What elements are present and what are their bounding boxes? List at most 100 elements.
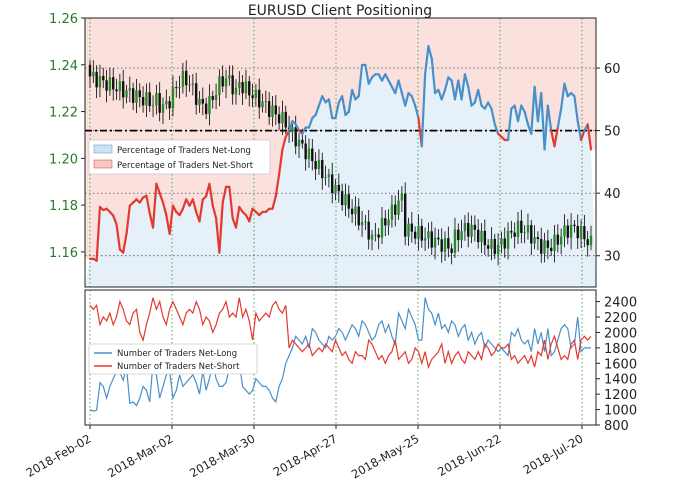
candle-body: [384, 218, 387, 226]
candle-body: [413, 231, 417, 239]
candle-body: [480, 230, 483, 243]
y-right-tick-label: 40: [604, 187, 621, 202]
candle-body: [284, 111, 287, 128]
positioning-point: [553, 126, 559, 148]
candle-body: [374, 234, 377, 236]
positioning-point: [543, 104, 549, 151]
legend-box: [88, 139, 271, 175]
price-candles: [88, 60, 593, 266]
candle-body: [579, 226, 583, 239]
positioning-point: [294, 123, 301, 132]
candle-body: [92, 71, 95, 77]
candle-body: [486, 245, 490, 249]
candle-body: [380, 218, 384, 238]
candle-body: [281, 111, 284, 124]
candle-body: [188, 84, 191, 86]
candle-body: [364, 221, 367, 223]
candle-body: [165, 101, 168, 105]
candle-body: [510, 230, 513, 233]
y-left-tick-label: 1.24: [49, 59, 78, 74]
positioning-point: [523, 110, 530, 126]
y-bottom-tick-label: 2000: [604, 326, 637, 341]
candle-body: [394, 204, 397, 215]
candle-body: [516, 220, 520, 237]
positioning-point: [556, 107, 563, 129]
positioning-point: [573, 95, 579, 123]
candle-body: [264, 101, 268, 103]
candle-body: [463, 222, 467, 232]
candle-body: [158, 93, 161, 113]
traders-short-line: [89, 297, 592, 370]
y-bottom-tick-label: 2400: [604, 296, 637, 311]
positioning-point: [460, 73, 467, 101]
legend-swatch-short: [93, 159, 113, 169]
y-bottom-tick-label: 1200: [604, 388, 637, 403]
candle-body: [503, 238, 506, 249]
candle-body: [198, 98, 201, 105]
candle-body: [105, 80, 108, 91]
candle-body: [506, 230, 510, 249]
positioning-point: [122, 232, 128, 254]
positioning-point: [115, 223, 121, 251]
candle-body: [121, 81, 125, 98]
candle-body: [536, 237, 540, 240]
candle-body: [277, 114, 281, 124]
positioning-point: [347, 88, 354, 113]
positioning-point: [284, 129, 291, 138]
candle-body: [350, 208, 354, 215]
candle-body: [307, 148, 311, 160]
candle-body: [301, 139, 304, 144]
positioning-point: [520, 104, 526, 113]
top-legend: Percentage of Traders Net-Long Percentage…: [88, 139, 271, 175]
positioning-point: [317, 95, 324, 107]
candle-body: [483, 230, 487, 246]
candle-body: [467, 222, 470, 237]
candle-body: [490, 238, 493, 249]
candle-body: [583, 226, 586, 240]
positioning-point: [307, 116, 314, 129]
candle-body: [175, 87, 178, 89]
y-right-tick-label: 60: [604, 62, 621, 77]
candle-body: [470, 224, 473, 237]
positioning-point: [364, 63, 370, 85]
candle-body: [234, 87, 238, 95]
candle-body: [559, 236, 563, 245]
positioning-point: [158, 192, 165, 204]
candle-body: [334, 184, 337, 194]
candle-body: [573, 224, 576, 227]
candle-body: [520, 220, 523, 233]
legend-label-short: Percentage of Traders Net-Short: [117, 161, 254, 171]
positioning-point: [506, 107, 513, 142]
candle-body: [403, 193, 407, 237]
candle-body: [224, 78, 228, 87]
positioning-point: [211, 204, 218, 220]
candle-body: [138, 90, 141, 98]
candle-body: [254, 89, 258, 98]
candle-body: [194, 83, 198, 105]
candle-body: [437, 237, 440, 240]
candle-body: [377, 234, 380, 238]
positioning-point: [321, 95, 327, 104]
positioning-point: [533, 85, 540, 123]
candle-body: [261, 101, 264, 108]
candle-body: [354, 206, 357, 215]
candle-body: [128, 88, 132, 91]
candle-body: [563, 225, 566, 237]
candle-body: [112, 77, 115, 90]
positioning-point: [420, 73, 427, 148]
candle-body: [453, 229, 457, 253]
positioning-point: [490, 107, 496, 126]
positioning-point: [287, 120, 294, 132]
candle-body: [430, 231, 433, 248]
candle-body: [423, 238, 427, 241]
y-left-tick-label: 1.18: [49, 199, 78, 214]
candle-body: [145, 92, 148, 106]
positioning-point: [181, 198, 188, 210]
positioning-point: [125, 204, 131, 235]
candle-body: [327, 174, 331, 178]
legend2-label-short: Number of Traders Net-Short: [117, 362, 240, 372]
bottom-panel-frame: [84, 289, 597, 426]
positioning-point: [351, 88, 357, 101]
positioning-point: [530, 85, 536, 135]
